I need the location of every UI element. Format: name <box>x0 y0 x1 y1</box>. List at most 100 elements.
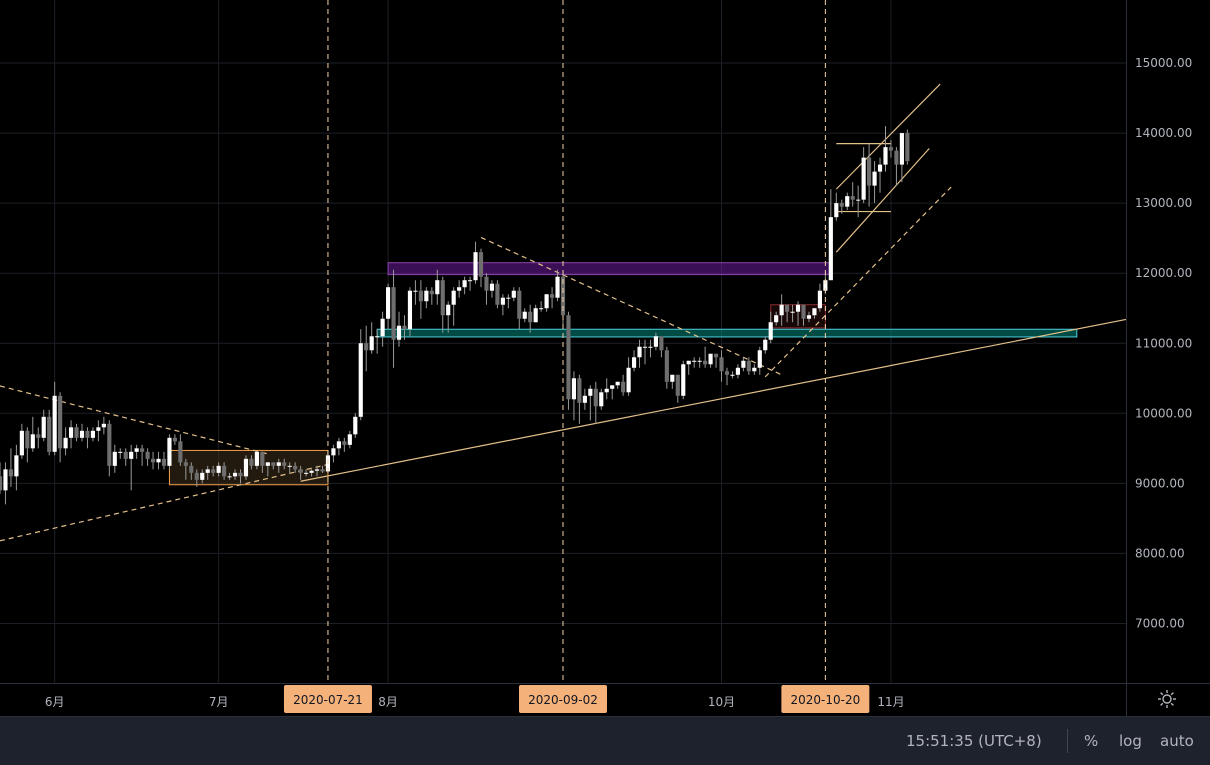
candle-bear <box>867 157 872 186</box>
candle-bear <box>211 469 216 473</box>
candle-bear <box>8 469 14 477</box>
price-axis-label: 12000.00 <box>1135 266 1192 280</box>
candle-bull <box>790 311 795 313</box>
candle-bull <box>205 469 210 473</box>
candle-bull <box>533 308 538 323</box>
candle-bear <box>25 430 30 449</box>
candle-bear <box>746 360 751 372</box>
price-axis-label: 7000.00 <box>1135 616 1185 630</box>
candle-bear <box>495 283 500 305</box>
chart-footer: 15:51:35 (UTC+8) % log auto <box>0 716 1210 765</box>
gear-icon[interactable] <box>1157 689 1177 709</box>
candle-bull <box>768 322 773 340</box>
candle-bull <box>468 280 473 282</box>
candle-bull <box>817 290 822 309</box>
candle-bull <box>626 367 631 393</box>
event-tag-background <box>781 685 870 713</box>
event-date-tag: 2020-10-20 <box>781 685 870 713</box>
time-display[interactable]: 15:51:35 (UTC+8) <box>906 732 1042 750</box>
candle-bull <box>489 283 495 291</box>
candle-bear <box>664 350 669 382</box>
candle-bull <box>375 336 380 338</box>
candle-bull <box>243 458 249 477</box>
candle-bull <box>167 437 172 466</box>
candle-bull <box>741 360 746 368</box>
time-axis-label: 11月 <box>877 695 904 709</box>
candle-bear <box>402 325 407 330</box>
candle-bear <box>0 476 3 491</box>
candle-bull <box>101 423 106 428</box>
candle-bear <box>364 343 369 351</box>
candle-bear <box>713 353 719 358</box>
candle-bull <box>63 437 68 449</box>
candle-bull <box>828 217 833 281</box>
candle-bull <box>407 290 413 330</box>
price-axis-label: 14000.00 <box>1135 126 1192 140</box>
candle-bull <box>347 434 352 445</box>
candle-bull <box>473 252 478 281</box>
candle-bull <box>544 294 549 309</box>
candle-bear <box>724 371 730 375</box>
candle-bear <box>189 465 194 473</box>
candle-bull <box>254 451 259 466</box>
candle-bull <box>757 350 762 368</box>
candle-bull <box>806 315 812 319</box>
log-toggle[interactable]: log <box>1119 732 1142 750</box>
time-axis-label: 7月 <box>209 695 229 709</box>
candle-bull <box>462 280 467 288</box>
candle-bear <box>905 133 910 162</box>
candle-bear <box>194 472 199 480</box>
candle-bull <box>52 395 57 452</box>
candle-bull <box>571 378 577 400</box>
candle-bear <box>282 462 287 466</box>
candle-bull <box>380 318 385 337</box>
candle-bull <box>588 388 593 396</box>
candle-bull <box>872 171 877 186</box>
percent-toggle[interactable]: % <box>1084 732 1099 750</box>
candle-bull <box>413 290 418 292</box>
candle-bull <box>156 458 161 463</box>
candle-bull <box>883 147 888 165</box>
candle-bull <box>752 367 757 372</box>
candle-bull <box>118 451 123 453</box>
candle-bear <box>150 458 156 463</box>
candle-bull <box>604 388 609 393</box>
event-tag-label: 2020-09-02 <box>528 693 598 707</box>
event-tag-label: 2020-10-20 <box>790 693 860 707</box>
candle-bull <box>41 416 46 438</box>
candle-bull <box>451 290 456 305</box>
candle-bull <box>265 462 270 466</box>
channel-upper-line <box>835 83 941 190</box>
candle-bull <box>779 304 784 316</box>
price-axis-label: 13000.00 <box>1135 196 1192 210</box>
candle-bear <box>675 374 680 396</box>
auto-toggle[interactable]: auto <box>1160 732 1194 750</box>
candle-bull <box>522 311 527 319</box>
candle-bull <box>610 385 615 389</box>
candle-bull <box>845 196 850 207</box>
candle-bull <box>96 427 101 431</box>
candle-bear <box>888 147 894 151</box>
candle-bull <box>735 367 740 375</box>
candle-bull <box>227 476 232 478</box>
candle-bull <box>79 430 85 438</box>
time-axis-label: 10月 <box>708 695 735 709</box>
candle-bear <box>703 360 708 365</box>
candle-bull <box>331 448 336 456</box>
candle-bear <box>850 196 855 200</box>
cyan-support-zone <box>376 328 1078 338</box>
candle-bull <box>670 374 675 382</box>
candle-bear <box>894 150 899 165</box>
candle-bull <box>555 276 560 298</box>
candle-bull <box>708 353 713 365</box>
chart-area[interactable]: 2020-07-21 2020-09-02 2020-10-20 15000.00 14… <box>0 0 1210 716</box>
candle-bull <box>336 441 341 449</box>
event-tag-background <box>283 685 372 713</box>
channel-lower-line <box>835 148 930 253</box>
candlestick-chart[interactable]: 2020-07-21 2020-09-02 2020-10-20 15000.00 14… <box>0 0 1210 716</box>
candle-bear <box>566 315 571 400</box>
candle-bull <box>692 360 697 362</box>
candle-bull <box>642 346 648 348</box>
candle-bull <box>129 451 134 459</box>
candle-bull <box>309 470 314 473</box>
